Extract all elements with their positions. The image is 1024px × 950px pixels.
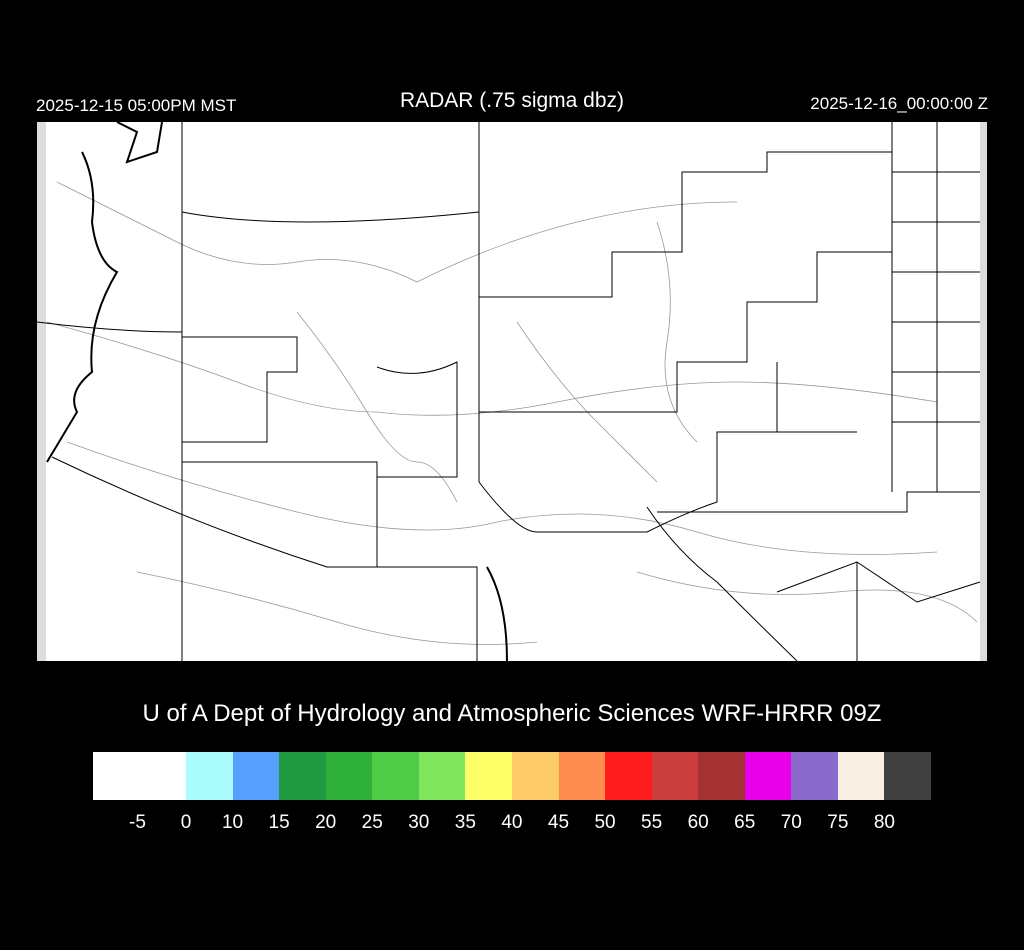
state-boundaries bbox=[36, 121, 987, 662]
colorbar-label: -5 bbox=[129, 812, 146, 833]
colorbar-labels: -5 0 10 15 20 25 30 35 40 45 50 55 60 65 70 75 80 bbox=[0, 812, 1024, 838]
terrain-contours bbox=[46, 181, 978, 645]
colorbar-swatch bbox=[186, 752, 233, 800]
radar-map bbox=[36, 121, 987, 662]
colorbar-swatch bbox=[744, 752, 792, 800]
colorbar-swatch bbox=[651, 752, 699, 800]
colorbar-label: 40 bbox=[501, 812, 523, 833]
colorbar bbox=[93, 752, 931, 800]
credit-text: U of A Dept of Hydrology and Atmospheric… bbox=[142, 700, 882, 727]
colorbar-swatch bbox=[558, 752, 606, 800]
colorbar-label: 30 bbox=[408, 812, 430, 833]
colorbar-swatch bbox=[837, 752, 885, 800]
colorbar-label: 75 bbox=[827, 812, 849, 833]
colorbar-label: 35 bbox=[454, 812, 476, 833]
colorbar-swatch bbox=[279, 752, 326, 800]
local-time: 2025-12-15 05:00PM MST bbox=[36, 96, 237, 115]
colorbar-label: 70 bbox=[780, 812, 802, 833]
colorbar-swatch bbox=[698, 752, 745, 800]
colorbar-swatch bbox=[605, 752, 652, 800]
colorbar-label: 15 bbox=[268, 812, 290, 833]
colorbar-label: 25 bbox=[361, 812, 383, 833]
colorbar-swatch bbox=[93, 752, 186, 800]
colorbar-label: 55 bbox=[641, 812, 663, 833]
colorbar-swatch bbox=[884, 752, 931, 800]
colorbar-swatch bbox=[511, 752, 559, 800]
map-title: RADAR (.75 sigma dbz) bbox=[399, 89, 625, 112]
colorbar-swatch bbox=[232, 752, 280, 800]
colorbar-label: 45 bbox=[547, 812, 570, 833]
colorbar-label: 0 bbox=[180, 812, 192, 833]
colorbar-swatch bbox=[791, 752, 838, 800]
colorbar-label: 65 bbox=[734, 812, 756, 833]
colorbar-swatch bbox=[465, 752, 512, 800]
colorbar-swatch bbox=[372, 752, 419, 800]
colorbar-label: 10 bbox=[221, 812, 244, 833]
colorbar-label: 50 bbox=[594, 812, 616, 833]
colorbar-swatch bbox=[325, 752, 373, 800]
colorbar-label: 20 bbox=[315, 812, 337, 833]
colorbar-label: 60 bbox=[687, 812, 709, 833]
valid-time: 2025-12-16_00:00:00 Z bbox=[810, 94, 988, 113]
colorbar-label: 80 bbox=[873, 812, 896, 833]
colorbar-swatch bbox=[418, 752, 466, 800]
